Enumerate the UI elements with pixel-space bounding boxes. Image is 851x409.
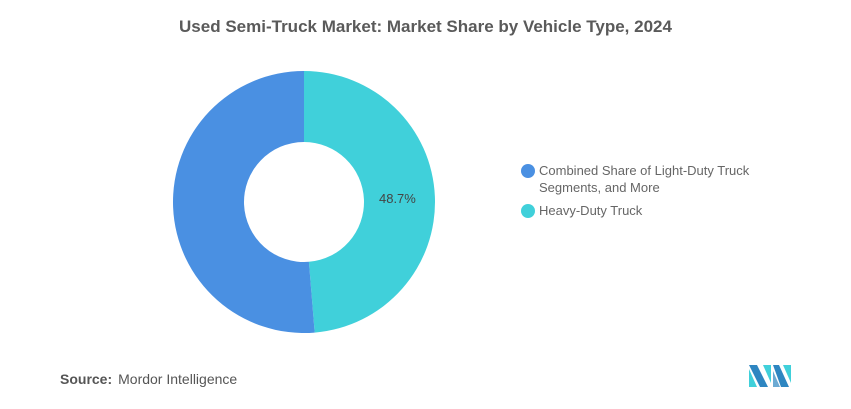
slice-data-label: 48.7% [379, 191, 416, 206]
legend-item: Heavy-Duty Truck [521, 202, 781, 219]
legend-swatch-icon [521, 204, 535, 218]
legend-swatch-icon [521, 164, 535, 178]
source-value: Mordor Intelligence [118, 371, 238, 387]
donut-slice [173, 71, 315, 333]
source-label: Source: [60, 371, 113, 387]
legend-label: Heavy-Duty Truck [539, 203, 643, 218]
chart-title: Used Semi-Truck Market: Market Share by … [179, 17, 672, 36]
legend: Combined Share of Light-Duty Truck Segme… [521, 162, 781, 225]
mordor-logo-icon [749, 365, 791, 387]
legend-item: Combined Share of Light-Duty Truck Segme… [521, 162, 781, 196]
legend-label: Combined Share of Light-Duty Truck Segme… [539, 163, 750, 195]
source-note: Source: Mordor Intelligence [60, 371, 237, 387]
donut-slice [304, 71, 436, 333]
